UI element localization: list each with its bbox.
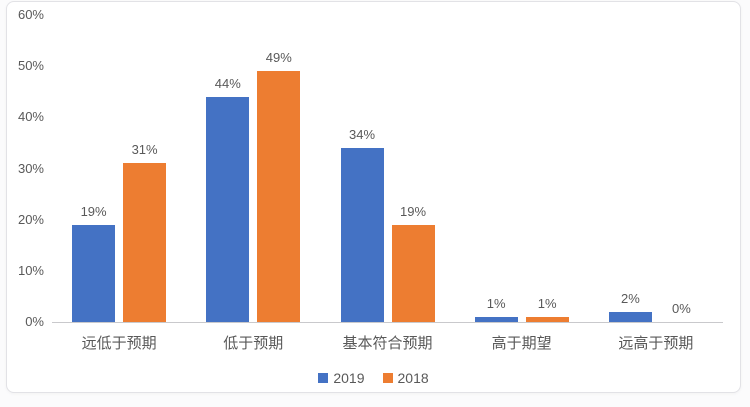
x-axis-line — [52, 322, 723, 323]
bar-2019 — [474, 317, 518, 322]
legend-item-2019: 2019 — [318, 370, 365, 386]
bar-2018 — [525, 317, 569, 322]
y-tick-label: 20% — [17, 211, 44, 227]
y-tick-label: 60% — [17, 7, 44, 22]
bar-value-label: 2% — [620, 291, 640, 306]
category-label: 高于期望 — [491, 335, 552, 352]
legend-swatch-icon — [318, 373, 329, 383]
bar-value-label: 49% — [265, 50, 292, 65]
bar-2018 — [257, 71, 301, 322]
bar-value-label: 1% — [537, 296, 557, 311]
category-label: 低于预期 — [223, 335, 284, 352]
y-tick-label: 10% — [17, 262, 44, 278]
legend-item-2018: 2018 — [382, 370, 429, 386]
y-tick-label: 30% — [17, 160, 44, 176]
y-tick-label: 50% — [17, 58, 44, 74]
legend-label: 2018 — [397, 370, 429, 386]
legend-label: 2019 — [333, 370, 365, 386]
bar-value-label: 1% — [486, 296, 506, 311]
category-label: 基本符合预期 — [342, 335, 433, 352]
y-tick-label: 0% — [25, 314, 44, 329]
bar-2018 — [123, 163, 167, 322]
category-label: 远高于预期 — [618, 335, 694, 352]
bar-2019 — [340, 148, 384, 322]
legend-swatch-icon — [382, 373, 393, 383]
bar-value-label: 0% — [671, 301, 691, 316]
bar-value-label: 31% — [131, 142, 158, 157]
bar-value-label: 44% — [214, 76, 241, 91]
bar-2019 — [608, 312, 652, 322]
bar-value-label: 19% — [399, 204, 427, 219]
chart-card: 0% 10% 20% 30% 40% 50% 60% 19% 31% 44% 49% 34% 19% 1… — [6, 1, 741, 393]
bar-2019 — [72, 225, 116, 322]
category-label: 远低于预期 — [81, 335, 157, 352]
bar-value-label: 19% — [80, 204, 107, 219]
legend: 2019 2018 — [7, 368, 740, 388]
bar-value-label: 34% — [348, 127, 376, 142]
bar-chart: 0% 10% 20% 30% 40% 50% 60% 19% 31% 44% 49% 34% 19% 1… — [7, 2, 740, 392]
bar-2018 — [391, 225, 435, 322]
y-tick-label: 40% — [17, 109, 44, 125]
bar-2019 — [206, 97, 250, 322]
